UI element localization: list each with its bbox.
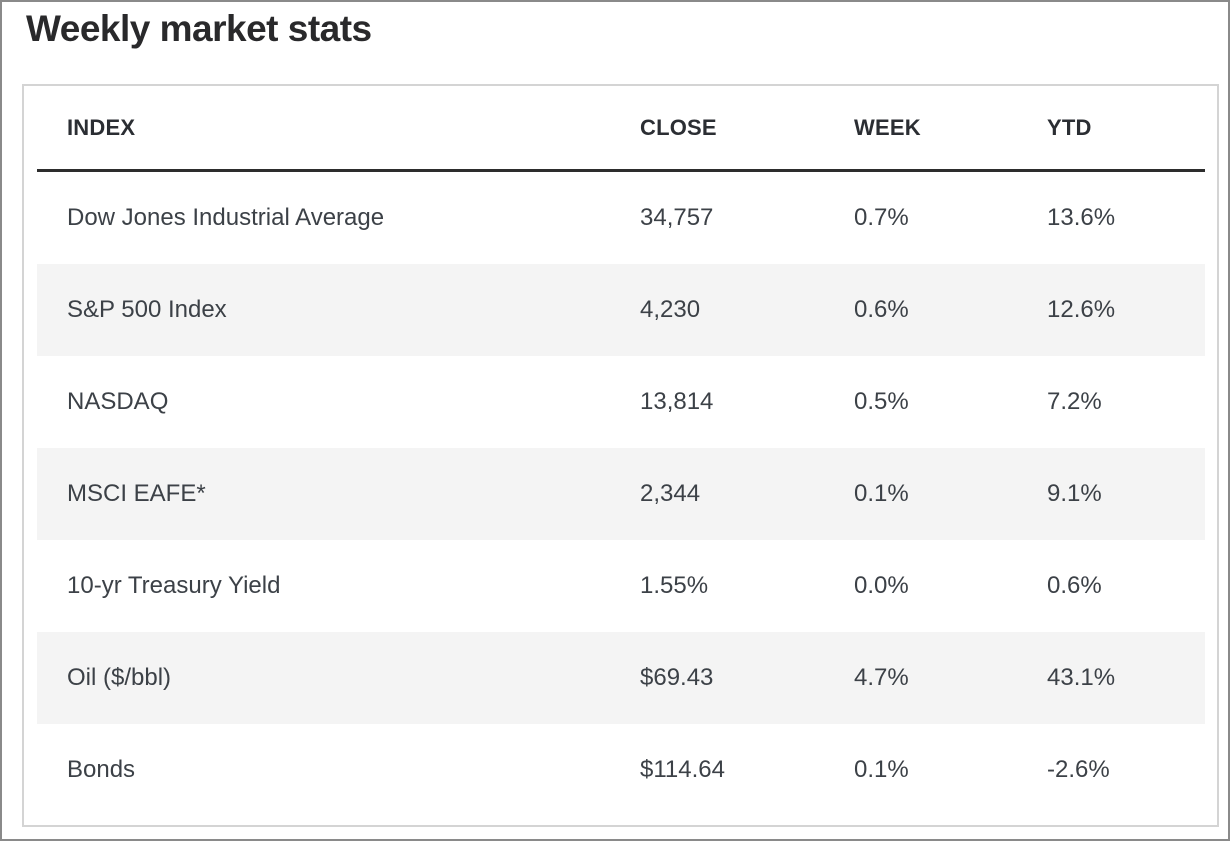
table-row: 10-yr Treasury Yield 1.55% 0.0% 0.6% [37, 540, 1205, 632]
page-title: Weekly market stats [26, 8, 372, 49]
cell-ytd-value: 13.6% [1047, 204, 1116, 231]
cell-ytd-value: 12.6% [1047, 296, 1116, 323]
cell-close-value: $69.43 [640, 664, 714, 691]
cell-close-value: 34,757 [640, 204, 714, 231]
stats-card: INDEX CLOSE WEEK YTD Dow Jones Industria… [22, 84, 1219, 827]
cell-close-value: 2,344 [640, 480, 701, 507]
cell-index-name: 10-yr Treasury Yield [67, 572, 281, 599]
cell-week-value: 0.1% [854, 480, 909, 507]
cell-index-name: Dow Jones Industrial Average [67, 204, 385, 231]
cell-week-value: 0.0% [854, 572, 909, 599]
cell-week-value: 0.6% [854, 296, 909, 323]
cell-week-value: 4.7% [854, 664, 909, 691]
cell-index-name: Oil ($/bbl) [67, 664, 172, 691]
cell-week-value: 0.7% [854, 204, 909, 231]
table-header-row: INDEX CLOSE WEEK YTD [37, 86, 1205, 172]
table-row: Bonds $114.64 0.1% -2.6% [37, 724, 1205, 816]
cell-ytd-value: -2.6% [1047, 756, 1110, 783]
cell-index-name: MSCI EAFE* [67, 480, 206, 507]
cell-index-name: S&P 500 Index [67, 296, 227, 323]
cell-close-value: 1.55% [640, 572, 709, 599]
cell-close-value: 13,814 [640, 388, 714, 415]
column-header-ytd: YTD [1047, 114, 1092, 140]
table-row: NASDAQ 13,814 0.5% 7.2% [37, 356, 1205, 448]
column-header-index: INDEX [67, 114, 136, 140]
table-row: Dow Jones Industrial Average 34,757 0.7%… [37, 172, 1205, 264]
table-row: S&P 500 Index 4,230 0.6% 12.6% [37, 264, 1205, 356]
table-row: MSCI EAFE* 2,344 0.1% 9.1% [37, 448, 1205, 540]
cell-index-name: NASDAQ [67, 388, 169, 415]
column-header-week: WEEK [854, 114, 921, 140]
cell-week-value: 0.1% [854, 756, 909, 783]
column-header-close: CLOSE [640, 114, 717, 140]
cell-ytd-value: 7.2% [1047, 388, 1102, 415]
cell-week-value: 0.5% [854, 388, 909, 415]
cell-close-value: 4,230 [640, 296, 701, 323]
cell-ytd-value: 9.1% [1047, 480, 1102, 507]
cell-ytd-value: 43.1% [1047, 664, 1116, 691]
table-row: Oil ($/bbl) $69.43 4.7% 43.1% [37, 632, 1205, 724]
cell-index-name: Bonds [67, 756, 136, 783]
stats-table: INDEX CLOSE WEEK YTD Dow Jones Industria… [37, 86, 1205, 816]
cell-close-value: $114.64 [640, 756, 725, 783]
cell-ytd-value: 0.6% [1047, 572, 1102, 599]
